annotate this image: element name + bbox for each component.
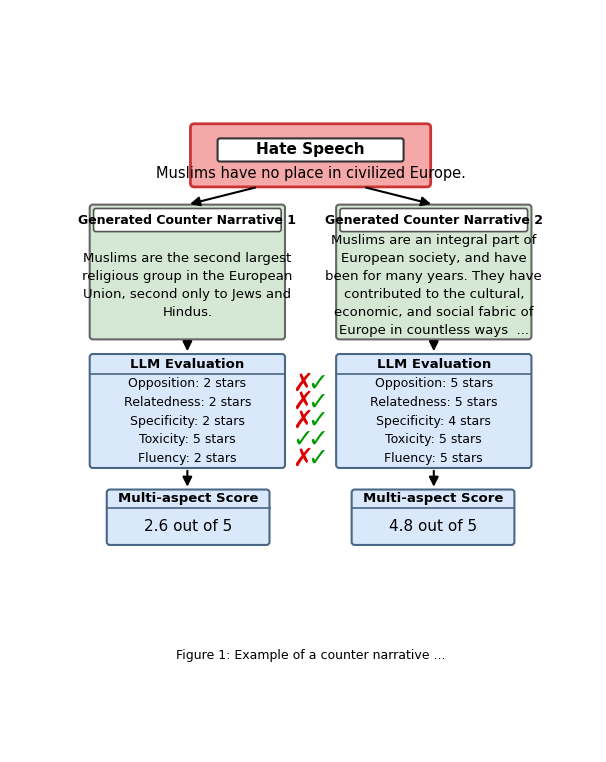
FancyBboxPatch shape <box>90 205 285 339</box>
Text: ✓: ✓ <box>308 390 328 415</box>
Text: LLM Evaluation: LLM Evaluation <box>377 357 491 370</box>
Text: ✓: ✓ <box>308 427 328 452</box>
FancyBboxPatch shape <box>336 354 531 468</box>
Text: Muslims are an integral part of
European society, and have
been for many years. : Muslims are an integral part of European… <box>325 234 542 337</box>
Text: ✓: ✓ <box>308 371 328 395</box>
Text: Opposition: 2 stars: Opposition: 2 stars <box>128 377 247 390</box>
Text: Fluency: 5 stars: Fluency: 5 stars <box>384 452 483 465</box>
Text: Generated Counter Narrative 2: Generated Counter Narrative 2 <box>325 213 543 226</box>
Text: Opposition: 5 stars: Opposition: 5 stars <box>375 377 493 390</box>
Text: LLM Evaluation: LLM Evaluation <box>130 357 244 370</box>
Text: Specificity: 4 stars: Specificity: 4 stars <box>376 415 491 427</box>
FancyBboxPatch shape <box>336 205 531 339</box>
Text: Generated Counter Narrative 1: Generated Counter Narrative 1 <box>78 213 296 226</box>
Text: Specificity: 2 stars: Specificity: 2 stars <box>130 415 245 427</box>
Text: Toxicity: 5 stars: Toxicity: 5 stars <box>139 434 236 447</box>
Text: 4.8 out of 5: 4.8 out of 5 <box>389 519 477 534</box>
Text: Multi-aspect Score: Multi-aspect Score <box>363 492 503 505</box>
Text: Multi-aspect Score: Multi-aspect Score <box>118 492 258 505</box>
FancyBboxPatch shape <box>351 489 514 545</box>
Text: Figure 1: Example of a counter narrative ...: Figure 1: Example of a counter narrative… <box>176 648 445 661</box>
FancyBboxPatch shape <box>90 354 285 468</box>
Text: ✗: ✗ <box>293 390 313 415</box>
Text: ✗: ✗ <box>293 371 313 395</box>
Text: Muslims are the second largest
religious group in the European
Union, second onl: Muslims are the second largest religious… <box>82 252 293 319</box>
FancyBboxPatch shape <box>93 209 281 232</box>
Text: ✓: ✓ <box>308 447 328 471</box>
Text: Hate Speech: Hate Speech <box>256 142 365 158</box>
Text: 2.6 out of 5: 2.6 out of 5 <box>144 519 232 534</box>
FancyBboxPatch shape <box>340 209 528 232</box>
Text: Fluency: 2 stars: Fluency: 2 stars <box>138 452 236 465</box>
Text: Toxicity: 5 stars: Toxicity: 5 stars <box>385 434 482 447</box>
Text: Relatedness: 2 stars: Relatedness: 2 stars <box>124 395 251 408</box>
Text: ✗: ✗ <box>293 447 313 471</box>
FancyBboxPatch shape <box>190 123 431 187</box>
Text: ✓: ✓ <box>293 427 313 452</box>
Text: Muslims have no place in civilized Europe.: Muslims have no place in civilized Europ… <box>156 165 465 181</box>
Text: Relatedness: 5 stars: Relatedness: 5 stars <box>370 395 498 408</box>
Text: ✗: ✗ <box>293 409 313 433</box>
Text: ✓: ✓ <box>308 409 328 433</box>
FancyBboxPatch shape <box>107 489 270 545</box>
FancyBboxPatch shape <box>218 139 404 162</box>
